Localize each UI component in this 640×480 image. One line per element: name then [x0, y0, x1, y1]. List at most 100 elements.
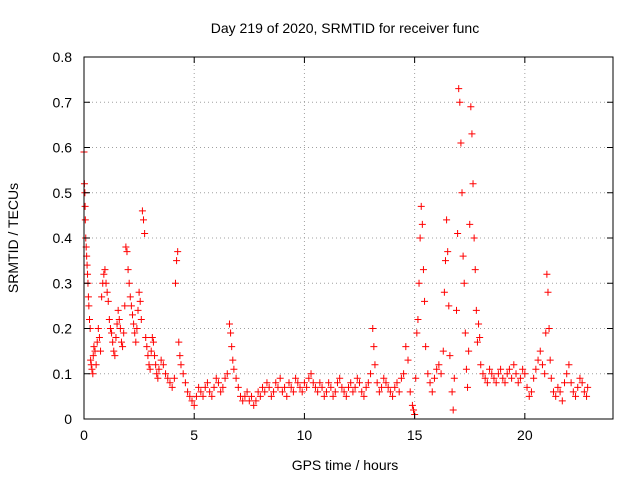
data-point — [534, 356, 542, 364]
chart-title: Day 219 of 2020, SRMTID for receiver fun… — [211, 20, 479, 36]
data-point — [274, 383, 282, 391]
data-point — [179, 370, 187, 378]
data-point — [104, 297, 112, 305]
data-point — [287, 383, 295, 391]
data-point — [358, 388, 366, 396]
data-point — [184, 388, 192, 396]
data-point — [108, 329, 116, 337]
data-point — [545, 325, 553, 332]
data-point — [267, 392, 275, 400]
data-point — [265, 383, 273, 391]
data-point — [494, 370, 502, 378]
data-point — [565, 361, 573, 369]
data-point — [467, 103, 475, 111]
data-point — [543, 270, 551, 278]
data-point — [369, 325, 377, 332]
data-point — [473, 338, 481, 346]
data-point — [460, 279, 468, 287]
data-point — [103, 288, 111, 296]
data-point — [329, 392, 337, 400]
data-point — [174, 248, 182, 256]
data-point — [157, 356, 165, 364]
data-point — [510, 361, 518, 369]
data-point — [234, 383, 242, 391]
data-point — [109, 338, 117, 346]
data-point — [86, 315, 94, 323]
y-tick-label: 0.6 — [53, 140, 73, 156]
data-point — [327, 383, 335, 391]
data-point — [208, 392, 216, 400]
data-point — [125, 279, 133, 287]
data-point — [289, 388, 297, 396]
data-point — [144, 352, 152, 360]
data-point — [84, 293, 92, 301]
data-point — [527, 388, 535, 396]
data-point — [137, 315, 145, 323]
data-point — [168, 383, 176, 391]
data-point — [113, 320, 121, 328]
data-point — [584, 383, 592, 391]
data-point — [378, 383, 386, 391]
data-point — [386, 388, 394, 396]
data-point — [477, 361, 485, 369]
data-point — [340, 388, 348, 396]
data-point — [151, 352, 159, 360]
data-point — [465, 347, 473, 355]
data-point — [443, 216, 451, 224]
data-point — [349, 388, 357, 396]
x-axis-label: GPS time / hours — [292, 457, 399, 473]
data-point — [459, 252, 467, 260]
data-point — [476, 334, 484, 342]
data-point — [250, 401, 258, 409]
data-point — [353, 374, 361, 382]
data-point — [481, 374, 489, 382]
data-point — [505, 365, 513, 373]
data-point — [503, 370, 511, 378]
data-point — [307, 370, 315, 378]
data-point — [115, 315, 123, 323]
data-point — [519, 365, 527, 373]
data-point — [296, 383, 304, 391]
data-point — [254, 388, 262, 396]
data-point — [281, 383, 289, 391]
data-point — [206, 388, 214, 396]
data-point — [556, 388, 564, 396]
data-point — [134, 306, 142, 314]
data-point — [382, 379, 390, 387]
data-point — [212, 374, 220, 382]
data-point — [123, 248, 131, 256]
data-point — [135, 288, 143, 296]
data-point — [210, 383, 218, 391]
data-point — [190, 401, 198, 409]
data-point — [435, 361, 443, 369]
data-point — [285, 379, 293, 387]
data-point — [221, 374, 229, 382]
data-point — [219, 383, 227, 391]
data-point — [239, 397, 247, 405]
data-point — [147, 347, 155, 355]
data-point — [171, 279, 179, 287]
data-point — [110, 347, 118, 355]
data-point — [415, 279, 423, 287]
data-point — [142, 334, 150, 342]
data-point — [81, 202, 89, 210]
data-point — [263, 379, 271, 387]
data-point — [228, 343, 236, 351]
data-point — [83, 261, 91, 269]
data-point — [567, 379, 575, 387]
data-point — [149, 338, 157, 346]
data-point — [351, 383, 359, 391]
data-point — [375, 388, 383, 396]
data-point — [314, 388, 322, 396]
data-point — [433, 365, 441, 373]
data-point — [583, 392, 591, 400]
data-point — [243, 388, 251, 396]
data-point — [114, 306, 122, 314]
data-point — [440, 288, 448, 296]
data-point — [241, 392, 249, 400]
data-point — [448, 388, 456, 396]
data-point — [101, 266, 109, 274]
data-point — [393, 379, 401, 387]
data-point — [112, 334, 120, 342]
data-point — [486, 365, 494, 373]
